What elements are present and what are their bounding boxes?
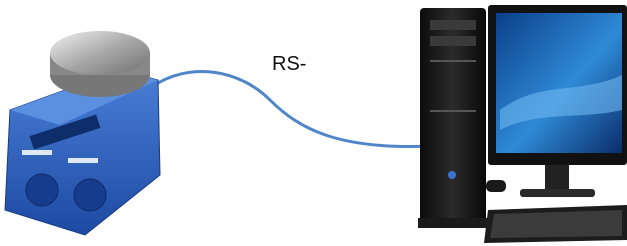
keyboard bbox=[484, 205, 627, 243]
magnetic-stirrer bbox=[5, 31, 160, 235]
mouse bbox=[486, 180, 506, 192]
connection-label: RS- bbox=[272, 53, 306, 75]
pc-tower bbox=[418, 8, 488, 228]
scene: RS- bbox=[0, 0, 627, 246]
monitor bbox=[488, 5, 627, 197]
cable bbox=[150, 71, 432, 146]
